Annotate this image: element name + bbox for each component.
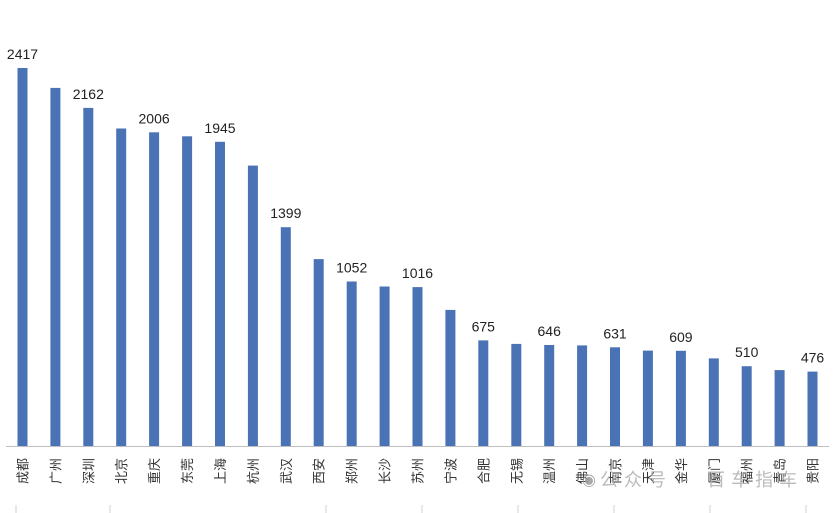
bars-group xyxy=(17,68,818,447)
value-label-11: 1052 xyxy=(336,260,367,276)
category-label-6: 东莞 xyxy=(181,458,196,484)
category-label-7: 上海 xyxy=(214,458,229,484)
category-label-19: 南京 xyxy=(608,458,624,484)
value-label-5: 2006 xyxy=(139,110,170,126)
category-label-21: 金华 xyxy=(674,458,690,484)
category-label-24: 青岛 xyxy=(773,458,789,484)
category-label-20: 天津 xyxy=(642,458,657,484)
bar-8 xyxy=(247,165,258,446)
category-label-5: 重庆 xyxy=(147,458,163,484)
bar-11 xyxy=(346,281,357,446)
category-label-1: 成都 xyxy=(17,458,32,484)
bar-7 xyxy=(215,141,225,447)
bar-16 xyxy=(511,343,522,446)
bar-20 xyxy=(642,350,653,446)
category-label-23: 福州 xyxy=(741,458,756,484)
bar-12 xyxy=(379,286,390,446)
bar-1 xyxy=(17,68,28,446)
value-label-3: 2162 xyxy=(73,86,104,102)
bar-18 xyxy=(577,345,588,446)
bar-13 xyxy=(412,287,423,446)
category-label-2: 广州 xyxy=(49,458,64,484)
bar-3 xyxy=(83,107,94,447)
category-label-3: 深圳 xyxy=(82,458,97,484)
bar-19 xyxy=(610,347,620,446)
value-label-7: 1945 xyxy=(204,120,235,136)
category-labels-group: 成都 广州 深圳 北京 重庆 东莞 上海 杭州 武汉 西安 郑州 长沙 苏州 宁波 合肥 无锡 温州 佛山 南京 天津… xyxy=(17,458,822,484)
category-label-18: 佛山 xyxy=(576,458,591,484)
bar-4 xyxy=(116,128,127,446)
category-label-16: 无锡 xyxy=(510,458,525,484)
category-label-9: 武汉 xyxy=(280,458,295,484)
category-label-14: 宁波 xyxy=(443,458,459,484)
category-label-8: 杭州 xyxy=(247,458,262,484)
value-labels-group: 2417 2162 2006 1945 1399 1052 1016 675 646 631 609… xyxy=(7,46,824,366)
category-label-17: 温州 xyxy=(543,458,558,484)
value-label-15: 675 xyxy=(472,318,496,334)
bottom-tick-marks xyxy=(15,505,807,513)
category-label-4: 北京 xyxy=(115,458,130,484)
value-label-25: 476 xyxy=(801,350,825,366)
value-label-21: 609 xyxy=(669,329,693,345)
bar-15 xyxy=(478,340,489,446)
value-label-19: 631 xyxy=(603,325,627,341)
bar-24 xyxy=(774,370,785,446)
category-label-25: 贵阳 xyxy=(807,458,822,484)
bar-25 xyxy=(807,371,818,446)
category-label-12: 长沙 xyxy=(379,458,394,484)
category-label-15: 合肥 xyxy=(477,458,492,484)
value-label-23: 510 xyxy=(735,344,759,360)
category-label-13: 苏州 xyxy=(411,458,427,484)
bar-5 xyxy=(149,132,160,447)
bar-23 xyxy=(741,366,752,446)
category-label-22: 厦门 xyxy=(708,458,723,484)
value-label-17: 646 xyxy=(538,323,562,339)
bar-2 xyxy=(50,87,61,447)
bar-14 xyxy=(445,309,456,446)
bar-21 xyxy=(675,350,686,446)
bar-6 xyxy=(182,136,193,447)
value-label-9: 1399 xyxy=(270,205,301,221)
category-label-11: 郑州 xyxy=(346,458,361,484)
value-label-13: 1016 xyxy=(402,265,433,281)
bar-9 xyxy=(280,227,291,446)
category-label-10: 西安 xyxy=(313,458,328,484)
bar-17 xyxy=(544,345,555,446)
value-label-1: 2417 xyxy=(7,46,38,62)
bar-10 xyxy=(313,259,324,446)
bar-22 xyxy=(708,358,719,446)
